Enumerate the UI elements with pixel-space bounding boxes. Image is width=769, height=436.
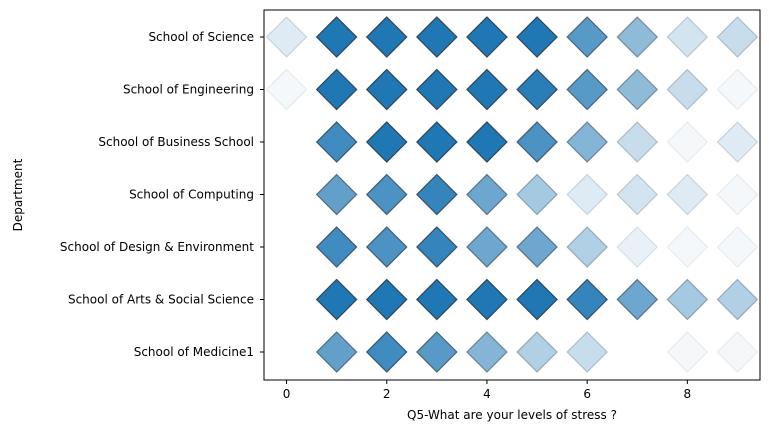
diamond-marker [516,226,558,268]
diamond-marker [466,16,508,58]
y-axis: School of Science School of Engineering Sc… [60,30,264,359]
y-tick-label: School of Design & Environment [60,240,254,254]
diamond-marker [466,331,508,373]
diamond-marker [616,226,659,268]
diamond-marker [265,68,308,111]
diamond-marker [466,226,508,268]
y-tick-label: School of Computing [129,188,254,202]
y-tick-label: School of Medicine1 [134,345,254,359]
diamond-marker [516,331,558,373]
diamond-marker [365,68,408,111]
diamond-marker [415,173,458,216]
diamond-marker [516,121,558,163]
diamond-marker [415,16,458,58]
diamond-marker [666,173,709,216]
diamond-marker [415,121,458,163]
diamond-marker [516,278,558,321]
y-tick-label: School of Arts & Social Science [68,293,254,307]
diamond-marker [566,331,609,373]
diamond-marker [466,68,508,111]
diamond-marker [666,16,709,58]
diamond-marker [516,16,558,58]
diamond-marker [566,278,609,321]
diamond-marker [365,16,408,58]
diamond-marker [365,173,408,216]
diamond-marker [315,331,358,373]
diamond-marker [566,226,609,268]
diamond-marker [415,226,458,268]
x-tick-label: 8 [684,387,692,401]
diamond-marker [666,226,709,268]
diamond-marker [315,278,358,321]
y-axis-label: Department [11,158,25,231]
x-tick-label: 4 [483,387,491,401]
diamond-marker [616,16,659,58]
diamond-marker [365,121,408,163]
marks-layer [265,16,759,373]
diamond-marker [365,331,408,373]
diamond-marker [315,226,358,268]
diamond-marker [315,68,358,111]
diamond-marker [666,278,709,321]
y-tick-label: School of Science [148,30,254,44]
diamond-marker [415,278,458,321]
x-axis: 0 2 4 6 8 [283,380,691,401]
diamond-marker [466,121,508,163]
diamond-marker [616,68,659,111]
x-tick-label: 0 [283,387,291,401]
diamond-marker [516,68,558,111]
diamond-marker [716,173,759,216]
diamond-marker [466,278,508,321]
diamond-marker [365,278,408,321]
y-tick-label: School of Business School [98,135,254,149]
diamond-marker [616,278,659,321]
diamond-marker [466,173,508,216]
diamond-marker [666,121,709,163]
diamond-marker [716,16,759,58]
diamond-marker [566,121,609,163]
x-tick-label: 2 [383,387,391,401]
x-tick-label: 6 [583,387,591,401]
diamond-marker [315,121,358,163]
diamond-marker [616,173,659,216]
diamond-marker [566,173,609,216]
diamond-marker [716,278,759,321]
diamond-marker [415,68,458,111]
diamond-marker [315,173,358,216]
diamond-marker [616,121,659,163]
diamond-marker [415,331,458,373]
diamond-marker [716,121,759,163]
diamond-marker [716,331,759,373]
diamond-marker [666,68,709,111]
diamond-marker [315,16,358,58]
diamond-marker [566,68,609,111]
diamond-marker [566,16,609,58]
diamond-marker [716,226,759,268]
diamond-marker [516,173,558,216]
x-axis-label: Q5-What are your levels of stress ? [407,408,617,422]
y-tick-label: School of Engineering [123,83,254,97]
diamond-marker [716,68,759,111]
diamond-marker [365,226,408,268]
diamond-marker [666,331,709,373]
diamond-marker [265,16,308,58]
